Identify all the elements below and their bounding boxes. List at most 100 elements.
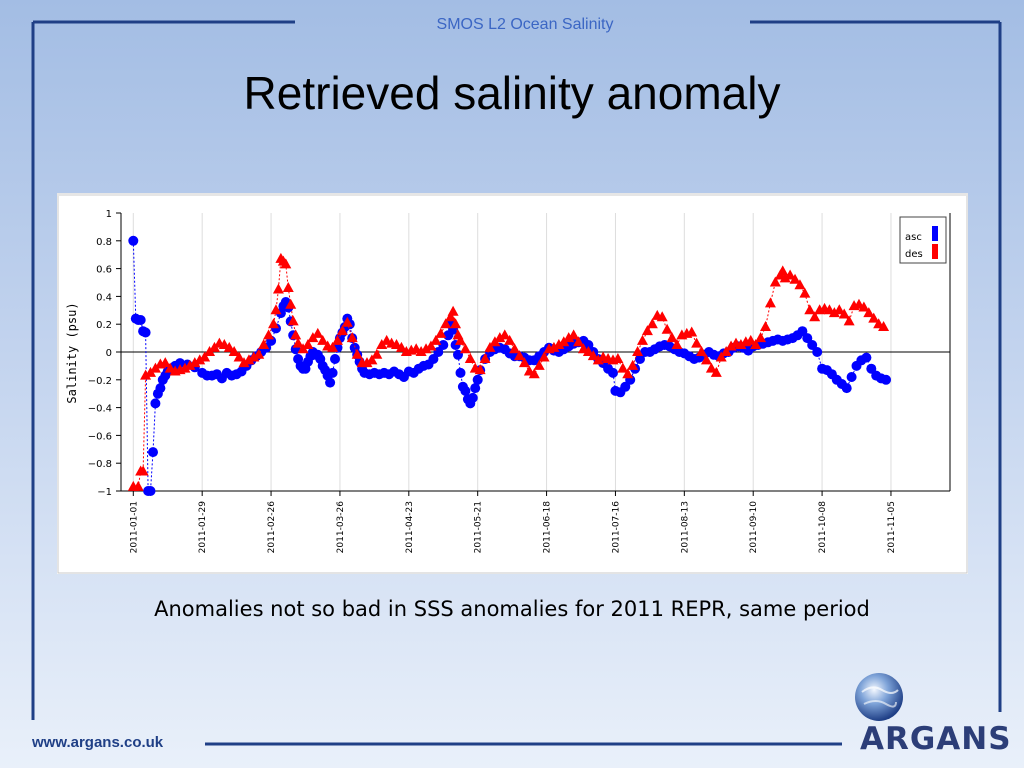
x-tick-label: 2011-09-10 bbox=[749, 501, 759, 554]
y-tick-label: −0.6 bbox=[88, 431, 112, 442]
y-tick-label: −0.8 bbox=[88, 459, 112, 470]
footer-link[interactable]: www.argans.co.uk bbox=[32, 734, 164, 751]
des-point bbox=[563, 332, 575, 343]
des-point bbox=[666, 332, 678, 343]
des-point bbox=[533, 359, 545, 370]
asc-point bbox=[583, 340, 594, 350]
des-point bbox=[479, 352, 491, 363]
asc-point bbox=[620, 381, 631, 392]
des-point bbox=[223, 341, 235, 352]
asc-point bbox=[812, 347, 823, 357]
y-tick-label: −0.2 bbox=[88, 376, 112, 387]
des-point bbox=[270, 304, 282, 315]
des-point bbox=[878, 320, 890, 331]
asc-point bbox=[608, 367, 618, 378]
des-point bbox=[764, 297, 776, 308]
asc-point bbox=[861, 352, 872, 363]
asc-point bbox=[140, 327, 151, 338]
des-point bbox=[228, 346, 240, 356]
des-point bbox=[553, 339, 565, 350]
y-tick-label: −1 bbox=[97, 487, 112, 498]
des-point bbox=[656, 311, 668, 322]
chart-panel: 1 0.8 0.6 0.4 0.2 0 −0.2 −0.4 −0.6 −0.8 −1 2011-01… bbox=[57, 193, 968, 574]
des-point bbox=[248, 351, 260, 362]
des-point bbox=[671, 339, 683, 350]
des-point bbox=[272, 283, 284, 294]
asc-point bbox=[635, 354, 645, 364]
y-tick-label: −0.4 bbox=[88, 404, 112, 415]
des-point bbox=[258, 339, 270, 350]
des-point bbox=[646, 318, 658, 329]
des-point bbox=[696, 346, 708, 356]
des-point bbox=[755, 332, 767, 343]
des-point bbox=[450, 318, 462, 329]
des-point bbox=[366, 354, 378, 365]
salinity-chart: 1 0.8 0.6 0.4 0.2 0 −0.2 −0.4 −0.6 −0.8 −1 2011-01… bbox=[57, 193, 968, 574]
des-point bbox=[612, 352, 624, 363]
des-point bbox=[750, 339, 762, 350]
asc-point bbox=[797, 326, 808, 337]
des-point bbox=[686, 326, 698, 337]
asc-point bbox=[150, 398, 161, 409]
legend-asc-swatch bbox=[932, 226, 938, 241]
des-point bbox=[548, 341, 560, 352]
asc-point bbox=[327, 367, 338, 378]
des-point bbox=[346, 332, 358, 343]
asc-point bbox=[460, 385, 471, 396]
asc-point bbox=[802, 333, 813, 344]
des-point bbox=[415, 346, 427, 356]
des-point bbox=[622, 368, 634, 379]
legend-des-label: des bbox=[905, 249, 923, 260]
des-point bbox=[838, 308, 850, 319]
des-point bbox=[514, 350, 526, 361]
des-point bbox=[459, 343, 471, 354]
des-point bbox=[263, 329, 275, 340]
des-point bbox=[725, 340, 737, 351]
des-point bbox=[705, 362, 717, 373]
des-point bbox=[538, 351, 550, 362]
des-point bbox=[199, 351, 211, 362]
des-point bbox=[435, 327, 447, 338]
des-point bbox=[494, 332, 506, 343]
series-des bbox=[127, 252, 890, 491]
des-point bbox=[132, 480, 144, 491]
des-point bbox=[833, 304, 845, 315]
des-point bbox=[592, 354, 604, 365]
asc-point bbox=[455, 367, 466, 378]
des-point bbox=[858, 301, 870, 312]
des-point bbox=[194, 354, 206, 365]
des-point bbox=[268, 318, 280, 329]
des-point bbox=[632, 346, 644, 356]
des-point bbox=[715, 351, 727, 362]
x-tick-label: 2011-01-01 bbox=[129, 501, 139, 553]
x-tick-label: 2011-03-26 bbox=[336, 501, 346, 554]
asc-point bbox=[155, 383, 166, 394]
des-point bbox=[336, 325, 348, 336]
des-point bbox=[863, 307, 875, 318]
des-point bbox=[745, 334, 757, 345]
des-point bbox=[312, 327, 324, 338]
x-axis-ticks: 2011-01-01 2011-01-29 2011-02-26 2011-03-26… bbox=[129, 491, 897, 553]
des-point bbox=[691, 337, 703, 348]
x-tick-label: 2011-04-23 bbox=[405, 501, 415, 553]
x-tick-label: 2011-11-05 bbox=[887, 501, 897, 553]
asc-point bbox=[325, 377, 336, 388]
des-point bbox=[425, 340, 437, 351]
des-point bbox=[799, 287, 811, 298]
y-axis-label: Salinity (psu) bbox=[65, 302, 79, 403]
des-point bbox=[317, 334, 329, 345]
des-point bbox=[395, 341, 407, 352]
des-point bbox=[509, 343, 521, 354]
des-point bbox=[253, 348, 265, 359]
des-point bbox=[233, 351, 245, 362]
des-point bbox=[238, 357, 250, 368]
des-point bbox=[290, 329, 302, 340]
x-tick-label: 2011-06-18 bbox=[543, 501, 553, 554]
des-point bbox=[341, 316, 353, 327]
asc-point bbox=[467, 392, 478, 403]
des-point bbox=[627, 359, 639, 370]
des-point bbox=[587, 350, 599, 361]
des-point bbox=[292, 337, 304, 348]
y-tick-label: 0.2 bbox=[96, 320, 112, 331]
